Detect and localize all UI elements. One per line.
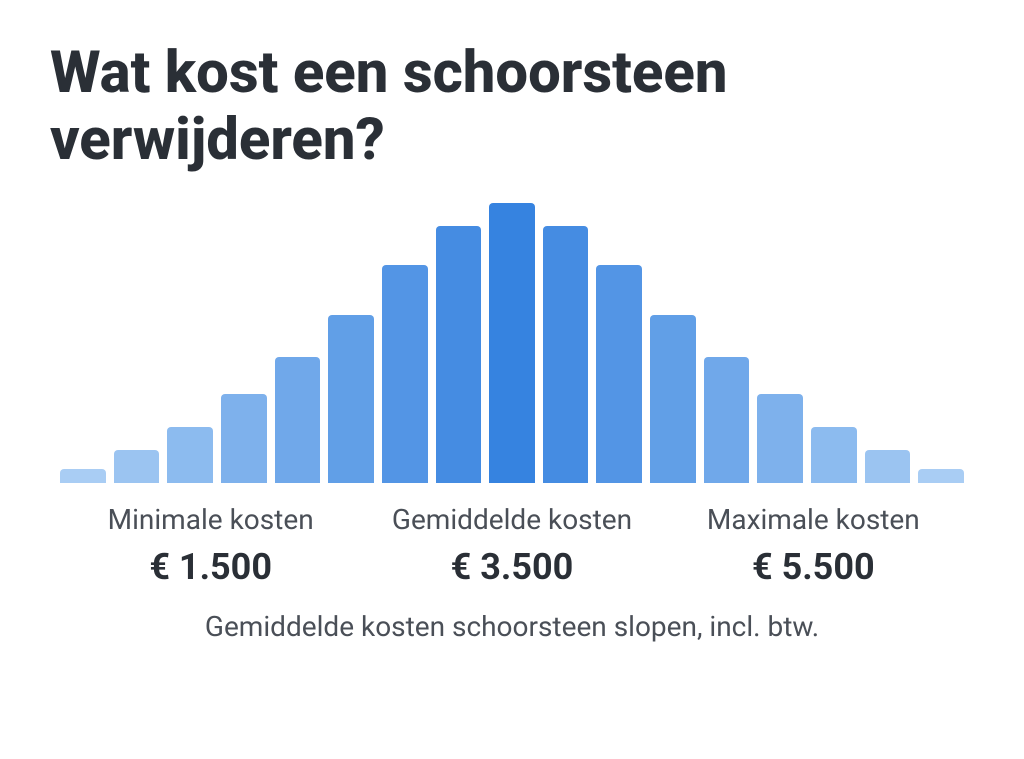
stats-row: Minimale kosten € 1.500 Gemiddelde koste… (50, 503, 974, 588)
chart-bar (650, 315, 696, 483)
stat-max-value: € 5.500 (663, 546, 964, 588)
page-title: Wat kost een schoorsteen verwijderen? (50, 40, 974, 173)
stat-min: Minimale kosten € 1.500 (60, 503, 361, 588)
chart-bar (167, 427, 213, 483)
chart-bar (757, 394, 803, 484)
chart-bar (275, 357, 321, 483)
chart-bar (60, 469, 106, 483)
chart-bar (436, 226, 482, 484)
chart-bar (811, 427, 857, 483)
chart-bar (489, 203, 535, 483)
chart-bar (221, 394, 267, 484)
stat-avg-value: € 3.500 (361, 546, 662, 588)
stat-max-label: Maximale kosten (663, 503, 964, 536)
chart-bar (114, 450, 160, 484)
chart-bar (704, 357, 750, 483)
chart-bar (918, 469, 964, 483)
chart-bar (596, 265, 642, 483)
chart-bar (328, 315, 374, 483)
stat-max: Maximale kosten € 5.500 (663, 503, 964, 588)
footnote: Gemiddelde kosten schoorsteen slopen, in… (50, 610, 974, 643)
price-card: Wat kost een schoorsteen verwijderen? Mi… (50, 40, 974, 643)
chart-bar (382, 265, 428, 483)
stat-avg-label: Gemiddelde kosten (361, 503, 662, 536)
distribution-chart (50, 203, 974, 483)
stat-avg: Gemiddelde kosten € 3.500 (361, 503, 662, 588)
chart-bar (543, 226, 589, 484)
stat-min-value: € 1.500 (60, 546, 361, 588)
stat-min-label: Minimale kosten (60, 503, 361, 536)
chart-bar (865, 450, 911, 484)
